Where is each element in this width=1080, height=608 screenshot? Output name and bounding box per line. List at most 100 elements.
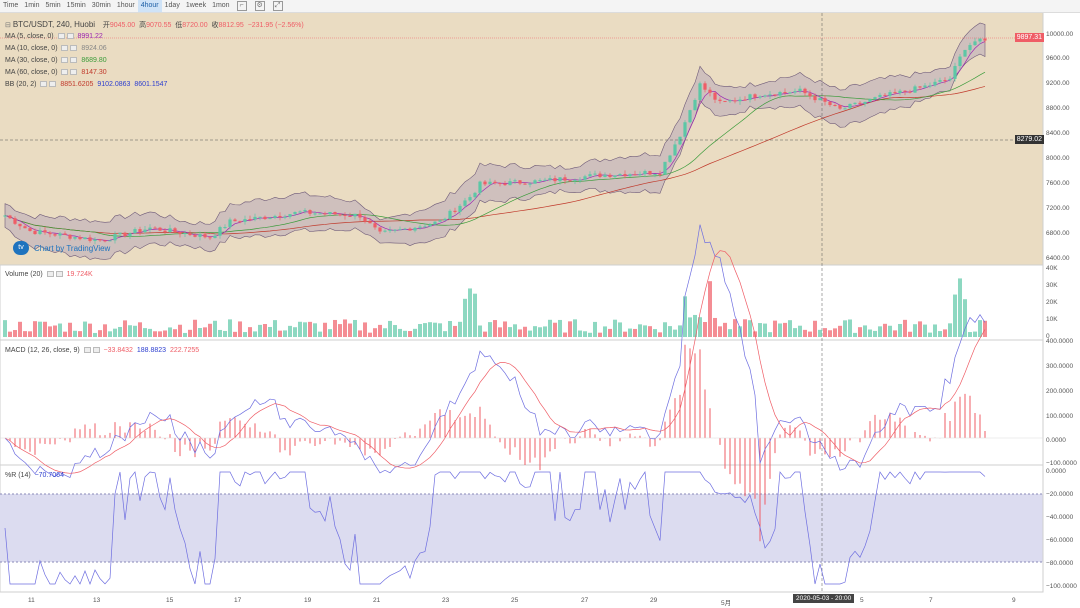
- volume-bar: [283, 330, 287, 337]
- volume-bar: [148, 328, 152, 337]
- candle-body: [98, 239, 102, 241]
- fullscreen-icon[interactable]: ⤢: [272, 1, 283, 11]
- volume-bar: [513, 324, 517, 337]
- timeframe-1min[interactable]: 1min: [24, 2, 40, 9]
- price-chart[interactable]: [0, 13, 1080, 608]
- macd-legend[interactable]: MACD (12, 26, close, 9) −33.8432 188.882…: [5, 346, 199, 355]
- volume-bar: [813, 320, 817, 337]
- candle-body: [308, 210, 312, 214]
- ma60-legend[interactable]: MA (60, close, 0) 8147.30: [5, 68, 107, 77]
- volume-bar: [728, 329, 732, 337]
- volume-bar: [438, 323, 442, 337]
- timeframe-30min[interactable]: 30min: [91, 2, 111, 9]
- volume-bar: [183, 332, 187, 337]
- settings-icon[interactable]: ⚙: [254, 1, 265, 11]
- volume-bar: [123, 320, 127, 337]
- eye-icon[interactable]: [40, 81, 48, 88]
- candle-body: [258, 216, 262, 218]
- volume-value: 19.724K: [66, 271, 93, 278]
- candle-body: [93, 239, 97, 241]
- timeframe-15min[interactable]: 15min: [66, 2, 86, 9]
- eye-icon[interactable]: [83, 347, 91, 354]
- volume-bar: [348, 323, 352, 337]
- candle-body: [958, 56, 962, 67]
- price-axis-label: 9200.00: [1046, 80, 1070, 87]
- ma30-label: MA (30, close, 0): [5, 57, 58, 64]
- volume-bar: [43, 321, 47, 337]
- time-axis-label: 19: [304, 597, 312, 604]
- candle-body: [223, 227, 227, 229]
- timeframe-4hour[interactable]: 4hour: [137, 0, 162, 12]
- volume-bar: [173, 329, 177, 337]
- volume-bar: [178, 324, 182, 337]
- candle-body: [353, 213, 357, 217]
- candle-body: [78, 237, 82, 240]
- candle-body: [133, 229, 137, 234]
- candle-body: [838, 105, 842, 109]
- chart-type-icon[interactable]: ⌐: [236, 1, 247, 11]
- eye-icon[interactable]: [61, 45, 69, 52]
- candle-body: [163, 230, 167, 233]
- eye-icon[interactable]: [46, 271, 54, 278]
- candle-body: [323, 213, 327, 215]
- volume-bar: [653, 329, 657, 337]
- volume-bar: [978, 320, 982, 337]
- volume-bar: [418, 324, 422, 337]
- volume-bar: [598, 332, 602, 337]
- candle-body: [663, 161, 667, 175]
- tradingview-credit[interactable]: Chart by TradingView: [34, 244, 111, 253]
- ma5-legend[interactable]: MA (5, close, 0) 8991.22: [5, 32, 103, 41]
- wr-legend[interactable]: %R (14) −70.7064: [5, 471, 64, 480]
- close-icon[interactable]: [55, 271, 63, 278]
- close-icon[interactable]: [92, 347, 100, 354]
- ma10-value: 8924.06: [81, 45, 107, 52]
- bb-legend[interactable]: BB (20, 2) 8851.6205 9102.0863 8601.1547: [5, 80, 167, 89]
- ma30-legend[interactable]: MA (30, close, 0) 8689.80: [5, 56, 107, 65]
- candle-body: [458, 205, 462, 212]
- close-icon[interactable]: [70, 45, 78, 52]
- volume-bar: [233, 331, 237, 337]
- candle-body: [603, 174, 607, 177]
- candle-body: [803, 88, 807, 94]
- candle-body: [443, 218, 447, 221]
- volume-bar: [263, 324, 267, 337]
- volume-bar: [623, 331, 627, 337]
- timeframe-time[interactable]: Time: [3, 2, 19, 9]
- ma10-legend[interactable]: MA (10, close, 0) 8924.06: [5, 44, 107, 53]
- volume-bar: [583, 331, 587, 337]
- collapse-icon[interactable]: ⊟: [5, 22, 11, 29]
- close-label: 收: [211, 22, 219, 29]
- candle-body: [863, 101, 867, 104]
- candle-body: [963, 49, 967, 57]
- timeframe-1mon[interactable]: 1mon: [212, 2, 230, 9]
- volume-bar: [133, 325, 137, 337]
- close-icon[interactable]: [49, 81, 57, 88]
- candle-body: [448, 210, 452, 219]
- volume-bar: [533, 326, 537, 337]
- close-icon[interactable]: [70, 69, 78, 76]
- candle-body: [48, 232, 52, 235]
- candle-body: [588, 174, 592, 177]
- candle-body: [23, 226, 27, 229]
- candle-body: [198, 234, 202, 237]
- volume-bar: [718, 326, 722, 337]
- eye-icon[interactable]: [61, 69, 69, 76]
- volume-legend[interactable]: Volume (20) 19.724K: [5, 270, 93, 279]
- timeframe-1day[interactable]: 1day: [164, 2, 180, 9]
- candle-body: [278, 215, 282, 218]
- close-icon[interactable]: [70, 57, 78, 64]
- candle-body: [83, 237, 87, 240]
- volume-bar: [248, 327, 252, 337]
- timeframe-1hour[interactable]: 1hour: [116, 2, 135, 9]
- tradingview-logo-icon[interactable]: tv: [13, 241, 29, 255]
- close-icon[interactable]: [66, 33, 74, 40]
- timeframe-1week[interactable]: 1week: [185, 2, 207, 9]
- volume-bar: [498, 327, 502, 337]
- volume-bar: [468, 288, 472, 337]
- volume-bar: [73, 330, 77, 337]
- price-axis-label: 6400.00: [1046, 255, 1070, 262]
- candle-body: [833, 105, 837, 107]
- timeframe-5min[interactable]: 5min: [45, 2, 61, 9]
- eye-icon[interactable]: [61, 57, 69, 64]
- eye-icon[interactable]: [57, 33, 65, 40]
